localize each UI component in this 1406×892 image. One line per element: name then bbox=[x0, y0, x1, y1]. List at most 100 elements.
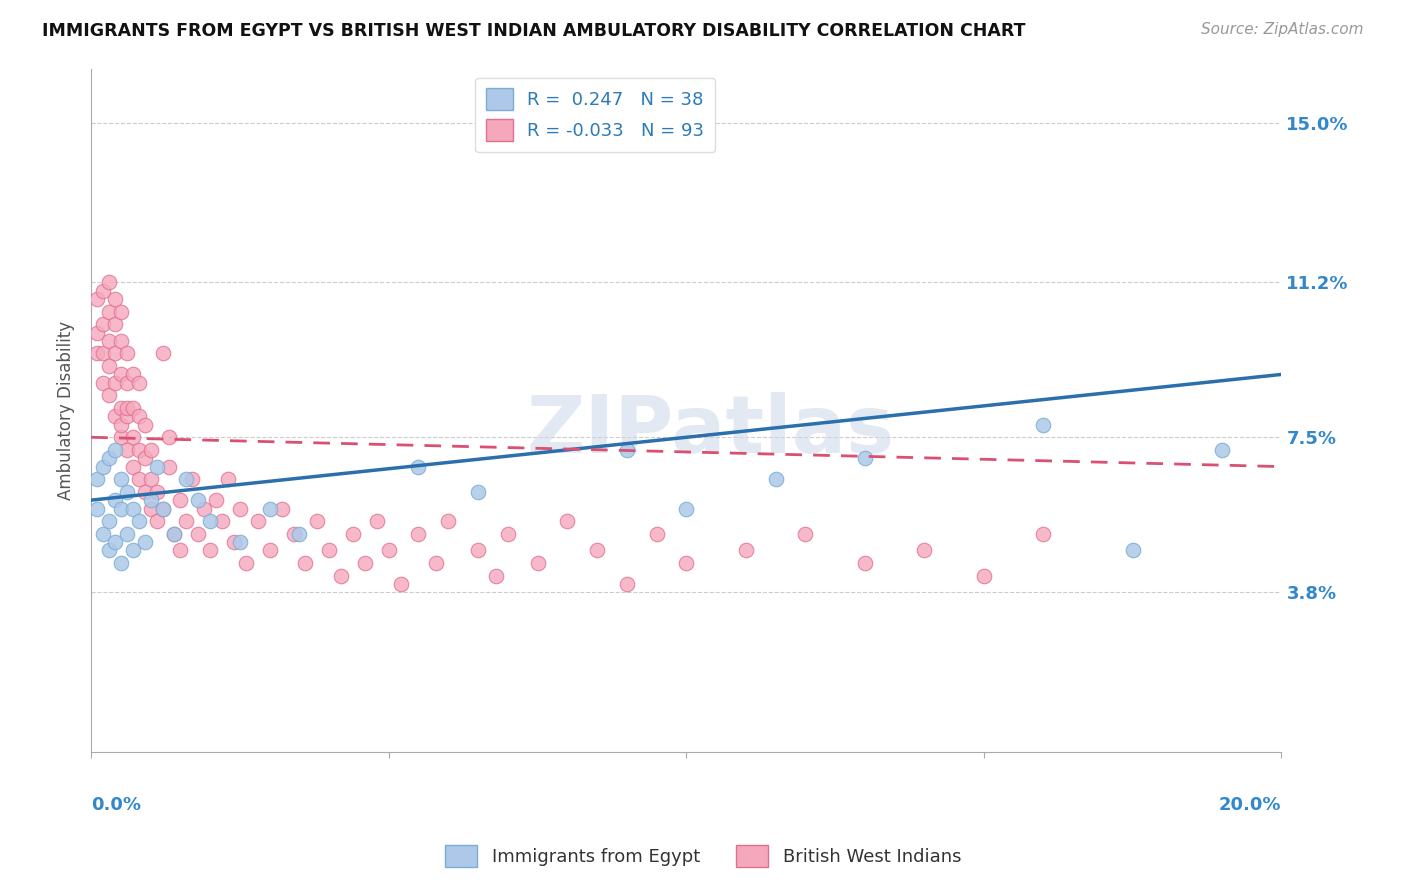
Point bbox=[110, 417, 132, 432]
Point bbox=[104, 409, 127, 424]
Point bbox=[176, 514, 198, 528]
Point bbox=[176, 472, 198, 486]
Point bbox=[853, 451, 876, 466]
Point bbox=[187, 493, 209, 508]
Point bbox=[193, 501, 215, 516]
Point bbox=[91, 317, 114, 331]
Point bbox=[283, 526, 305, 541]
Point bbox=[765, 472, 787, 486]
Point bbox=[115, 401, 138, 415]
Point bbox=[121, 368, 143, 382]
Point bbox=[98, 543, 121, 558]
Point bbox=[121, 501, 143, 516]
Point bbox=[128, 472, 150, 486]
Point bbox=[110, 501, 132, 516]
Point bbox=[86, 292, 108, 306]
Point bbox=[110, 401, 132, 415]
Text: 20.0%: 20.0% bbox=[1219, 797, 1281, 814]
Point bbox=[128, 409, 150, 424]
Point bbox=[98, 304, 121, 318]
Point bbox=[104, 535, 127, 549]
Point bbox=[115, 376, 138, 390]
Point bbox=[110, 430, 132, 444]
Point bbox=[675, 501, 697, 516]
Point bbox=[616, 577, 638, 591]
Point bbox=[1211, 442, 1233, 457]
Point bbox=[121, 543, 143, 558]
Point bbox=[485, 568, 508, 582]
Point bbox=[110, 556, 132, 570]
Point bbox=[675, 556, 697, 570]
Point bbox=[645, 526, 668, 541]
Point bbox=[163, 526, 186, 541]
Point bbox=[496, 526, 519, 541]
Point bbox=[98, 388, 121, 402]
Point bbox=[586, 543, 609, 558]
Point bbox=[128, 442, 150, 457]
Point bbox=[110, 472, 132, 486]
Point bbox=[169, 493, 191, 508]
Point bbox=[425, 556, 447, 570]
Point bbox=[104, 376, 127, 390]
Point bbox=[115, 484, 138, 499]
Point bbox=[853, 556, 876, 570]
Point bbox=[104, 442, 127, 457]
Point bbox=[104, 346, 127, 360]
Point bbox=[145, 484, 167, 499]
Point bbox=[294, 556, 316, 570]
Point bbox=[91, 459, 114, 474]
Point bbox=[198, 514, 221, 528]
Point bbox=[555, 514, 578, 528]
Point bbox=[134, 451, 156, 466]
Point bbox=[1032, 417, 1054, 432]
Point bbox=[104, 292, 127, 306]
Point bbox=[104, 493, 127, 508]
Point bbox=[98, 275, 121, 289]
Point bbox=[91, 376, 114, 390]
Point bbox=[211, 514, 233, 528]
Text: ZIPatlas: ZIPatlas bbox=[526, 392, 894, 469]
Point bbox=[139, 442, 162, 457]
Point bbox=[139, 493, 162, 508]
Point bbox=[181, 472, 204, 486]
Point bbox=[342, 526, 364, 541]
Point bbox=[222, 535, 245, 549]
Point bbox=[734, 543, 756, 558]
Point bbox=[121, 459, 143, 474]
Point bbox=[152, 346, 174, 360]
Point bbox=[408, 459, 430, 474]
Y-axis label: Ambulatory Disability: Ambulatory Disability bbox=[58, 320, 75, 500]
Point bbox=[377, 543, 399, 558]
Legend: R =  0.247   N = 38, R = -0.033   N = 93: R = 0.247 N = 38, R = -0.033 N = 93 bbox=[475, 78, 716, 153]
Point bbox=[187, 526, 209, 541]
Point bbox=[1122, 543, 1144, 558]
Point bbox=[205, 493, 228, 508]
Point bbox=[467, 543, 489, 558]
Point bbox=[270, 501, 292, 516]
Point bbox=[1032, 526, 1054, 541]
Point bbox=[98, 359, 121, 373]
Point bbox=[139, 501, 162, 516]
Point bbox=[437, 514, 460, 528]
Point bbox=[98, 334, 121, 348]
Point bbox=[330, 568, 353, 582]
Point bbox=[157, 430, 180, 444]
Point bbox=[86, 501, 108, 516]
Point bbox=[121, 430, 143, 444]
Point bbox=[157, 459, 180, 474]
Point bbox=[91, 526, 114, 541]
Point bbox=[139, 472, 162, 486]
Point bbox=[288, 526, 311, 541]
Text: Source: ZipAtlas.com: Source: ZipAtlas.com bbox=[1201, 22, 1364, 37]
Point bbox=[110, 368, 132, 382]
Point bbox=[408, 526, 430, 541]
Text: IMMIGRANTS FROM EGYPT VS BRITISH WEST INDIAN AMBULATORY DISABILITY CORRELATION C: IMMIGRANTS FROM EGYPT VS BRITISH WEST IN… bbox=[42, 22, 1026, 40]
Point bbox=[128, 376, 150, 390]
Point bbox=[912, 543, 935, 558]
Point bbox=[104, 317, 127, 331]
Point bbox=[229, 501, 252, 516]
Point bbox=[389, 577, 412, 591]
Point bbox=[134, 417, 156, 432]
Point bbox=[259, 501, 281, 516]
Point bbox=[794, 526, 817, 541]
